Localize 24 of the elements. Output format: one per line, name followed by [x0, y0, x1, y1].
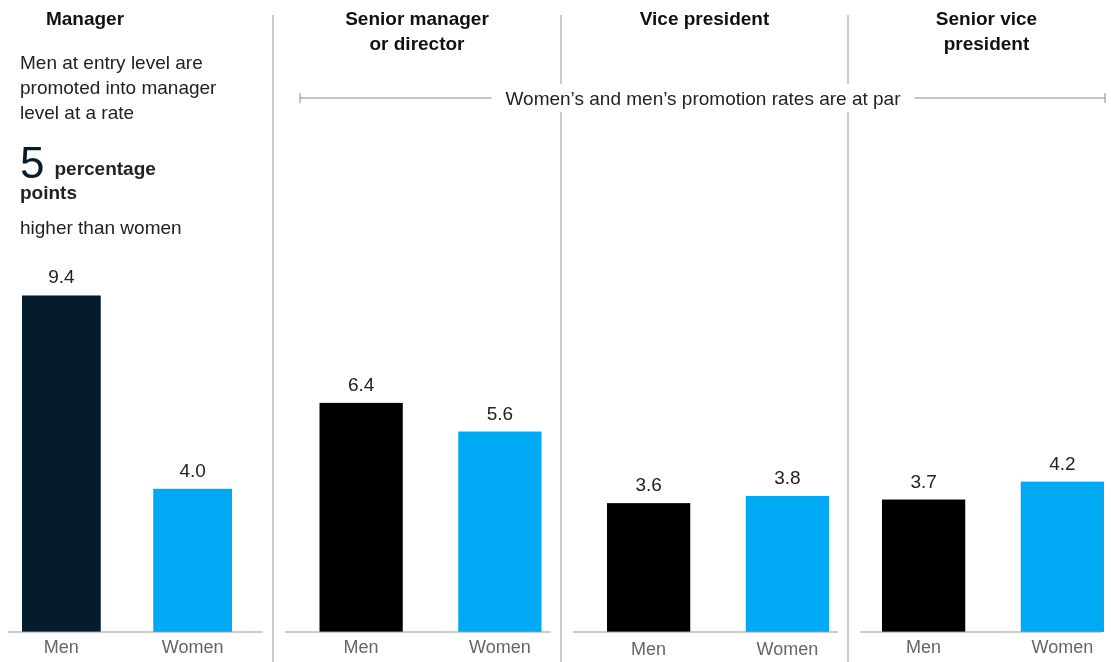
x-tick-label: Women	[756, 639, 819, 659]
text: Men at entry level are promoted into manager level at a rate	[20, 52, 218, 123]
data-label: 5.6	[486, 402, 514, 424]
chart-title: Senior vice president	[935, 8, 1038, 54]
data-label: 4.0	[179, 459, 206, 481]
x-tick-label: Men	[343, 637, 379, 657]
data-label: 3.8	[774, 466, 801, 488]
data-label: 3.6	[635, 474, 662, 496]
chart-title: Senior manager or director	[345, 8, 490, 54]
text: 5	[20, 138, 45, 187]
data-label: 6.4	[347, 373, 375, 395]
text: higher than women	[20, 217, 182, 238]
data-label: 9.4	[48, 266, 76, 288]
x-tick-label: Women	[161, 637, 224, 657]
data-label: 3.7	[910, 470, 937, 492]
x-tick-label: Women	[1031, 637, 1094, 657]
chart-title: Vice president	[639, 8, 770, 29]
x-tick-label: Men	[906, 637, 942, 657]
x-tick-label: Women	[469, 637, 531, 657]
chart-title: Manager	[45, 8, 125, 29]
text: Women’s and men’s promotion rates are at par	[505, 88, 902, 109]
data-label: 4.2	[1049, 452, 1076, 474]
x-tick-label: Men	[43, 637, 79, 657]
x-tick-label: Men	[631, 639, 667, 659]
